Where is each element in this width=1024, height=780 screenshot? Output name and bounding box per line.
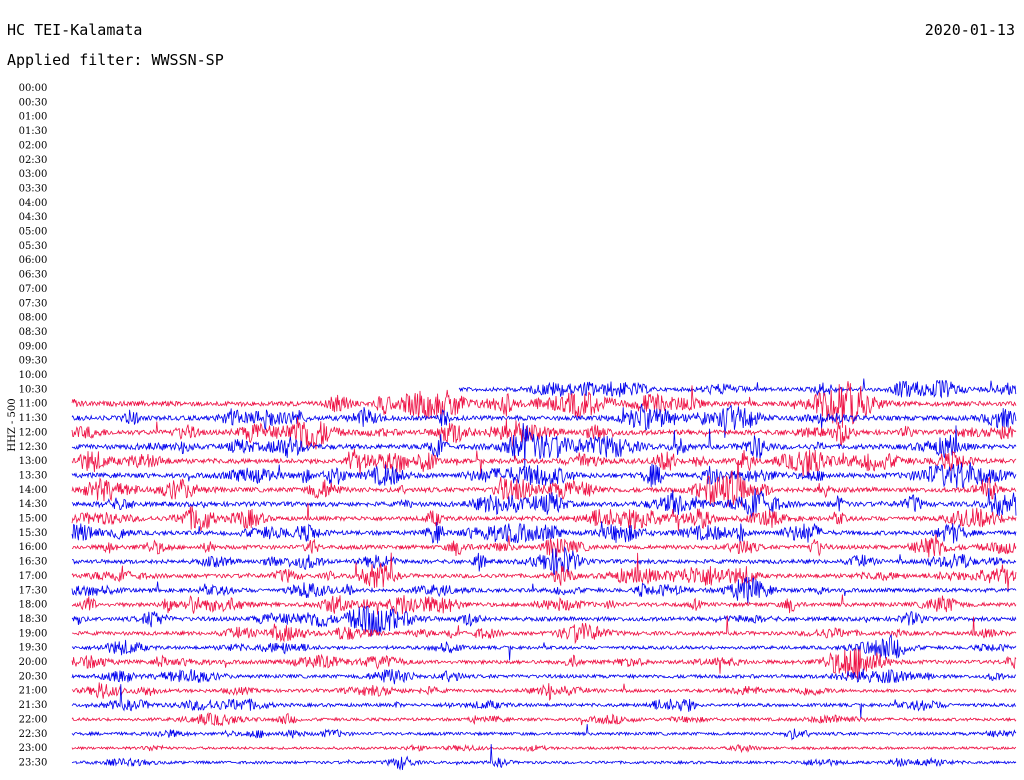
time-tick-label: 16:00 — [19, 542, 48, 553]
time-tick-label: 21:30 — [19, 700, 48, 711]
trace-row — [71, 462, 1017, 507]
trace-row — [71, 711, 1017, 727]
time-tick-label: 11:00 — [19, 399, 48, 410]
time-tick-label: 12:30 — [19, 442, 48, 453]
trace-row — [71, 381, 1017, 428]
time-tick-label: 07:00 — [19, 284, 48, 295]
trace-row — [71, 682, 1017, 701]
time-tick-label: 18:30 — [19, 614, 48, 625]
seismic-traces — [71, 378, 1017, 771]
trace-row — [71, 744, 1017, 771]
time-tick-label: 13:00 — [19, 456, 48, 467]
time-tick-label: 07:30 — [19, 298, 48, 309]
trace-row — [71, 462, 1017, 489]
time-tick-label: 19:00 — [19, 628, 48, 639]
trace-row — [71, 605, 1017, 637]
trace-row — [71, 615, 1017, 645]
trace-row — [71, 724, 1017, 741]
time-tick-label: 00:30 — [19, 97, 48, 108]
time-tick-label: 06:30 — [19, 270, 48, 281]
time-tick-label: 08:00 — [19, 313, 48, 324]
time-tick-label: 05:00 — [19, 227, 48, 238]
time-tick-label: 18:00 — [19, 600, 48, 611]
time-tick-label: 02:30 — [19, 155, 48, 166]
time-tick-label: 10:30 — [19, 384, 48, 395]
time-tick-label: 12:00 — [19, 427, 48, 438]
time-tick-label: 09:00 — [19, 341, 48, 352]
time-tick-label: 04:30 — [19, 212, 48, 223]
time-tick-label: 01:00 — [19, 112, 48, 123]
time-tick-label: 17:30 — [19, 585, 48, 596]
time-tick-label: 10:00 — [19, 370, 48, 381]
trace-row — [71, 576, 1017, 604]
trace-row — [71, 502, 1017, 532]
trace-row — [71, 684, 1017, 718]
time-tick-label: 20:30 — [19, 671, 48, 682]
trace-row — [71, 743, 1017, 754]
trace-row — [71, 648, 1017, 680]
time-tick-label: 20:00 — [19, 657, 48, 668]
trace-row — [71, 594, 1017, 615]
time-tick-label: 16:30 — [19, 557, 48, 568]
time-tick-label: 22:00 — [19, 714, 48, 725]
time-tick-label: 03:30 — [19, 183, 48, 194]
time-tick-label: 00:00 — [19, 83, 48, 94]
trace-row — [71, 488, 1017, 518]
time-tick-label: 05:30 — [19, 241, 48, 252]
station-title: HC TEI-Kalamata — [7, 21, 143, 39]
time-tick-label: 03:00 — [19, 169, 48, 180]
time-tick-label: 23:30 — [19, 757, 48, 768]
trace-row — [458, 378, 1017, 399]
time-axis-labels: 00:00 00:30 01:00 01:30 02:00 02:30 03:00 03:30… — [19, 83, 48, 768]
time-tick-label: 04:00 — [19, 198, 48, 209]
time-tick-label: 11:30 — [19, 413, 48, 424]
time-tick-label: 15:00 — [19, 514, 48, 525]
trace-row — [71, 633, 1017, 661]
trace-row — [71, 545, 1017, 576]
trace-row — [71, 403, 1017, 438]
time-tick-label: 14:30 — [19, 499, 48, 510]
time-tick-label: 06:00 — [19, 255, 48, 266]
time-tick-label: 02:00 — [19, 140, 48, 151]
time-tick-label: 09:30 — [19, 356, 48, 367]
trace-row — [71, 668, 1017, 685]
trace-row — [71, 416, 1017, 450]
time-tick-label: 21:00 — [19, 686, 48, 697]
channel-label: HHZ - 500 — [7, 398, 18, 451]
time-tick-label: 14:00 — [19, 485, 48, 496]
time-tick-label: 22:30 — [19, 729, 48, 740]
time-tick-label: 13:30 — [19, 470, 48, 481]
trace-row — [71, 521, 1017, 544]
time-tick-label: 01:30 — [19, 126, 48, 137]
time-tick-label: 23:00 — [19, 743, 48, 754]
time-tick-label: 19:30 — [19, 643, 48, 654]
trace-row — [71, 552, 1017, 591]
date-label: 2020-01-13 — [924, 21, 1015, 39]
trace-row — [71, 534, 1017, 558]
time-tick-label: 17:00 — [19, 571, 48, 582]
trace-row — [71, 448, 1017, 477]
time-tick-label: 15:30 — [19, 528, 48, 539]
time-tick-label: 08:30 — [19, 327, 48, 338]
trace-row — [71, 422, 1017, 468]
filter-label: Applied filter: WWSSN-SP — [7, 51, 224, 69]
